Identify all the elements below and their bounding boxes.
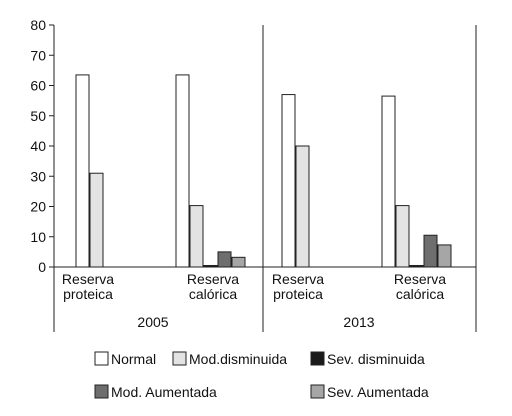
y-axis-ticks: 0 10 20 30 40 50 60 70 80 [30, 17, 54, 275]
group-label: 2005 [137, 314, 168, 330]
category-label: Reserva [272, 271, 324, 287]
legend-swatch [172, 351, 187, 366]
bar-sev-aumentada [437, 244, 452, 268]
y-tick-label: 40 [30, 138, 46, 154]
category-label: Reserva [187, 271, 239, 287]
group-labels: 2005 2013 [137, 314, 374, 330]
y-tick-label: 70 [30, 47, 46, 63]
legend-label: Sev. Aumentada [327, 384, 429, 400]
bar-sev-disminuida [409, 264, 424, 268]
category-label: proteica [273, 286, 323, 302]
category-label: Reserva [62, 271, 114, 287]
legend-label: Normal [111, 351, 156, 367]
legend-swatch [94, 384, 109, 399]
bar-mod-disminuida [189, 205, 204, 268]
legend-label: Sev. disminuida [327, 351, 425, 367]
category-label: calórica [189, 286, 237, 302]
category-label: proteica [63, 286, 113, 302]
bar-normal [281, 94, 296, 268]
y-tick-label: 80 [30, 17, 46, 33]
bars [75, 74, 452, 268]
bar-mod-aumentada [217, 251, 232, 268]
bar-sev-aumentada [231, 256, 246, 268]
category-label: calórica [396, 286, 444, 302]
legend-swatch [310, 351, 325, 366]
legend-swatch [310, 384, 325, 399]
bar-mod-disminuida [295, 145, 310, 268]
legend: Normal Mod.disminuida Sev. disminuida Mod. … [94, 351, 429, 400]
y-tick-label: 20 [30, 199, 46, 215]
group-label: 2013 [343, 314, 374, 330]
bar-sev-disminuida [203, 264, 218, 268]
legend-label: Mod. Aumentada [111, 384, 217, 400]
category-label: Reserva [394, 271, 446, 287]
bar-normal [75, 74, 90, 268]
bar-mod-aumentada [423, 234, 438, 268]
y-tick-label: 0 [38, 259, 46, 275]
bar-normal [175, 74, 190, 268]
bar-mod-disminuida [89, 172, 104, 268]
y-tick-label: 30 [30, 168, 46, 184]
bar-normal [381, 95, 396, 268]
y-tick-label: 50 [30, 108, 46, 124]
y-tick-label: 60 [30, 78, 46, 94]
category-labels: ReservaproteicaReservacalóricaReservapro… [62, 271, 446, 302]
y-tick-label: 10 [30, 229, 46, 245]
legend-swatch [94, 351, 109, 366]
bar-mod-disminuida [395, 205, 410, 268]
legend-label: Mod.disminuida [189, 351, 287, 367]
